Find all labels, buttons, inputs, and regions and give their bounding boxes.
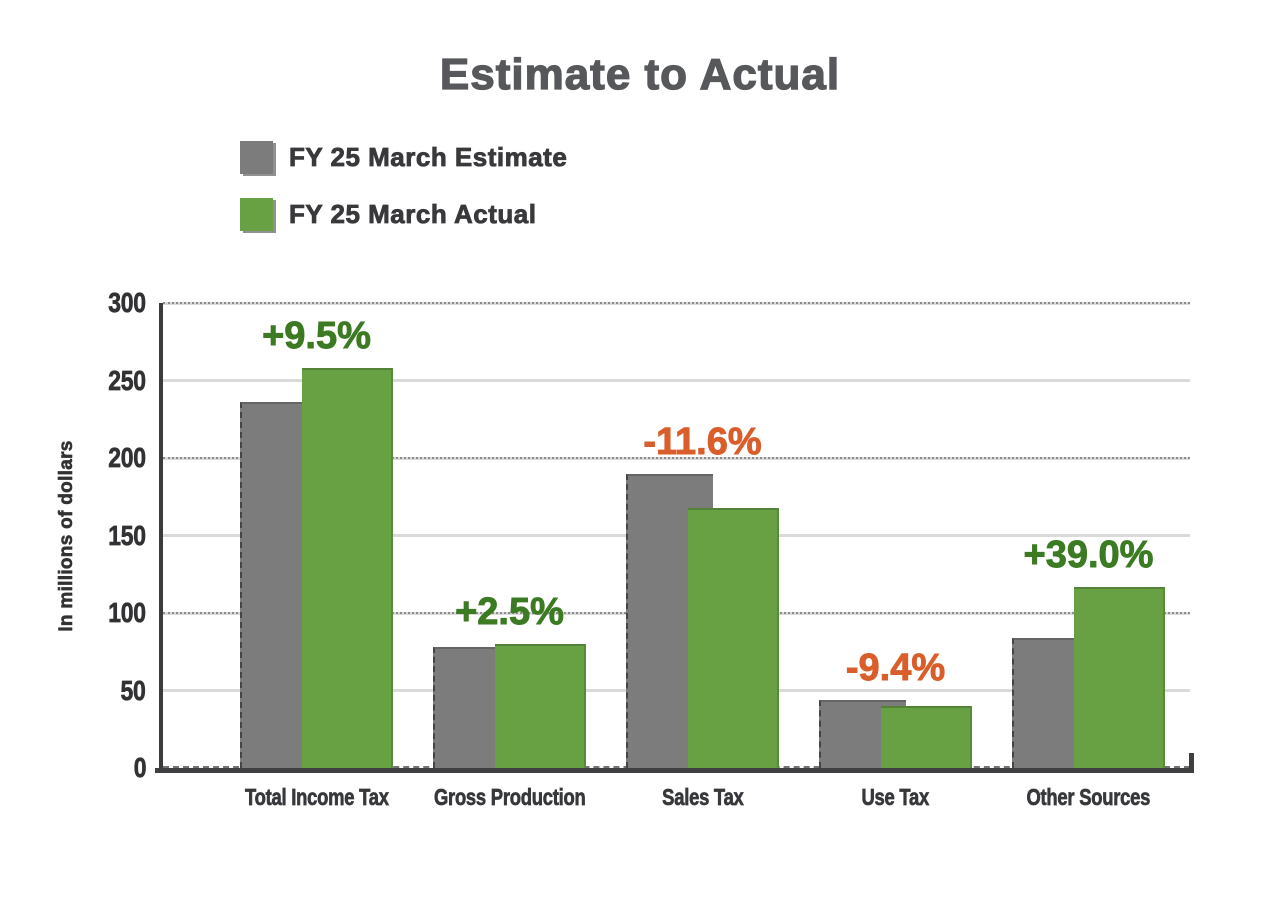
- change-label-4: +39.0%: [1023, 533, 1154, 576]
- change-label-2: -11.6%: [643, 420, 762, 463]
- change-label-1: +2.5%: [455, 591, 565, 634]
- plot-area: In millions of dollars 0 50 100 150 200 250 30…: [56, 288, 1194, 810]
- legend-item-estimate: FY 25 March Estimate: [240, 141, 567, 174]
- x-axis-label-0: Total Income Tax: [244, 784, 389, 811]
- x-axis-label-3: Use Tax: [861, 784, 930, 811]
- y-tick-label-150: 150: [108, 519, 146, 551]
- y-tick-label-100: 100: [108, 597, 146, 628]
- y-tick-label-250: 250: [108, 364, 146, 396]
- legend-label-estimate: FY 25 March Estimate: [289, 142, 568, 173]
- bar-actual-1: [495, 644, 586, 768]
- y-tick-label-200: 200: [108, 442, 146, 473]
- legend: FY 25 March Estimate FY 25 March Actual: [240, 141, 567, 255]
- chart-title: Estimate to Actual: [439, 49, 841, 99]
- x-axis-end-tick: [1189, 753, 1194, 770]
- bar-actual-3: [881, 706, 972, 768]
- estimate-swatch-icon: [240, 141, 273, 174]
- legend-label-actual: FY 25 March Actual: [289, 199, 537, 230]
- change-label-0: +9.5%: [262, 315, 372, 358]
- x-axis-label-1: Gross Production: [433, 784, 586, 811]
- x-axis-label-4: Other Sources: [1026, 784, 1151, 811]
- bar-actual-4: [1074, 586, 1165, 768]
- x-axis-label-2: Sales Tax: [661, 784, 744, 811]
- legend-item-actual: FY 25 March Actual: [240, 198, 567, 231]
- y-tick-label-50: 50: [120, 674, 147, 706]
- gridline-300: [163, 301, 1190, 305]
- y-axis-line: [159, 303, 163, 772]
- gridline-200: [163, 456, 1190, 460]
- gridline-250: [163, 379, 1190, 382]
- bar-actual-2: [688, 507, 779, 768]
- x-axis-line: [155, 753, 1194, 773]
- bar-actual-0: [302, 368, 393, 768]
- actual-swatch-icon: [240, 198, 273, 231]
- change-label-3: -9.4%: [845, 646, 946, 689]
- y-tick-label-300: 300: [108, 287, 146, 318]
- y-tick-label-0: 0: [133, 752, 146, 783]
